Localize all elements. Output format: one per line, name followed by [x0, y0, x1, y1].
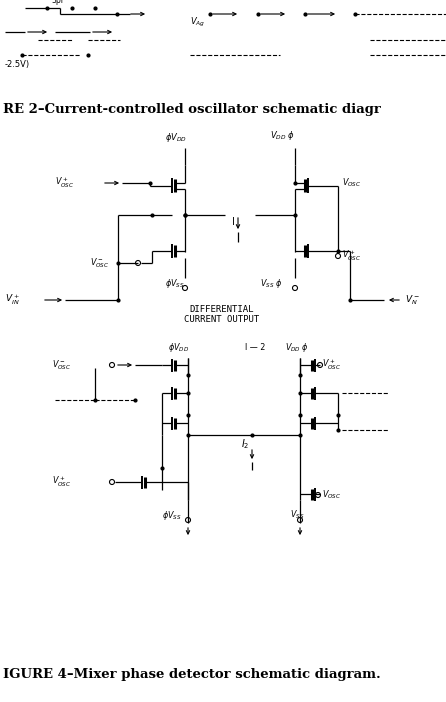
Text: $V_{SS}\ \phi$: $V_{SS}\ \phi$	[260, 277, 282, 291]
Text: IGURE 4–Mixer phase detector schematic diagram.: IGURE 4–Mixer phase detector schematic d…	[3, 668, 381, 681]
Text: $V_{OSC}^+$: $V_{OSC}^+$	[322, 358, 341, 372]
Text: $V_{SS}$: $V_{SS}$	[290, 509, 305, 522]
Text: $V_{OSC}^-$: $V_{OSC}^-$	[52, 358, 71, 372]
Text: $\phi V_{SS}$: $\phi V_{SS}$	[162, 508, 182, 522]
Text: $\phi V_{DD}$: $\phi V_{DD}$	[165, 131, 187, 145]
Text: $V_{DD}\ \phi$: $V_{DD}\ \phi$	[270, 129, 295, 143]
Text: $V_{DD}\ \phi$: $V_{DD}\ \phi$	[285, 341, 309, 355]
Text: $V_{IN}^+$: $V_{IN}^+$	[5, 293, 20, 307]
Text: RE 2–Current-controlled oscillator schematic diagr: RE 2–Current-controlled oscillator schem…	[3, 103, 381, 116]
Text: $V_{Ag}$: $V_{Ag}$	[190, 15, 206, 29]
Text: I: I	[231, 217, 235, 227]
Text: $V_{OSC}^+$: $V_{OSC}^+$	[342, 249, 361, 263]
Text: $I_2$: $I_2$	[241, 437, 249, 451]
Text: CURRENT OUTPUT: CURRENT OUTPUT	[184, 315, 260, 324]
Text: $V_{OSC}^-$: $V_{OSC}^-$	[90, 256, 109, 270]
Text: $V_{OSC}^+$: $V_{OSC}^+$	[52, 475, 71, 489]
Text: DIFFERENTIAL: DIFFERENTIAL	[190, 305, 254, 314]
Text: I — 2: I — 2	[245, 343, 265, 352]
Text: $V_N^-$: $V_N^-$	[405, 293, 420, 307]
Text: 3pF: 3pF	[51, 0, 65, 5]
Text: $\phi V_{DD}$: $\phi V_{DD}$	[168, 341, 189, 355]
Text: -2.5V): -2.5V)	[5, 60, 30, 69]
Text: $\phi V_{SS}$: $\phi V_{SS}$	[165, 277, 185, 291]
Text: $V_{OSC}$: $V_{OSC}$	[342, 177, 361, 190]
Text: $V_{OSC}$: $V_{OSC}$	[322, 489, 341, 501]
Text: $V_{OSC}^+$: $V_{OSC}^+$	[55, 176, 74, 190]
